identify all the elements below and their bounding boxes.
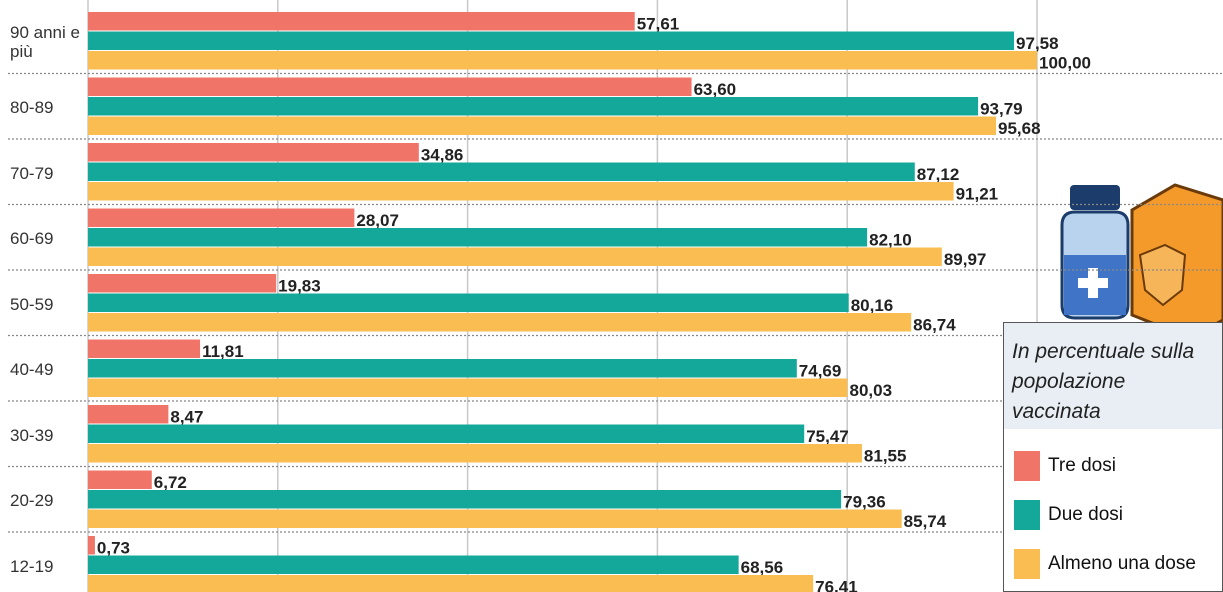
y-tick-label: 80-89 <box>10 98 82 117</box>
value-label: 79,36 <box>843 493 886 512</box>
value-label: 57,61 <box>637 15 680 34</box>
value-label: 80,16 <box>851 296 894 315</box>
bar <box>88 510 902 529</box>
legend-item: Almeno una dose <box>1014 549 1196 579</box>
bar <box>88 117 996 136</box>
bar <box>88 274 276 293</box>
legend: In percentuale sulla popolazione vaccina… <box>1003 322 1223 592</box>
bar <box>88 78 692 97</box>
legend-swatch <box>1014 549 1040 579</box>
bar <box>88 405 168 424</box>
value-label: 6,72 <box>154 473 187 492</box>
bar <box>88 248 942 267</box>
value-label: 74,69 <box>799 362 842 381</box>
value-label: 19,83 <box>278 277 321 296</box>
value-label: 34,86 <box>421 146 464 165</box>
value-label: 80,03 <box>849 381 892 400</box>
bar <box>88 163 915 182</box>
vial-cap <box>1070 185 1120 210</box>
bar <box>88 32 1014 51</box>
value-label: 0,73 <box>97 539 130 558</box>
legend-swatch <box>1014 500 1040 530</box>
value-label: 82,10 <box>869 231 912 250</box>
value-label: 100,00 <box>1039 54 1091 73</box>
y-tick-label: 50-59 <box>10 295 82 314</box>
value-label: 97,58 <box>1016 34 1059 53</box>
y-tick-label: 12-19 <box>10 557 82 576</box>
bar <box>88 379 847 398</box>
bar <box>88 359 797 378</box>
value-label: 91,21 <box>956 185 999 204</box>
illustration <box>1062 185 1223 338</box>
bar <box>88 294 849 313</box>
bar <box>88 340 200 359</box>
legend-swatch <box>1014 451 1040 481</box>
bar <box>88 471 152 490</box>
bar <box>88 490 841 509</box>
legend-item: Due dosi <box>1014 500 1123 530</box>
y-tick-label: 40-49 <box>10 360 82 379</box>
legend-label: Almeno una dose <box>1048 553 1196 575</box>
bar <box>88 556 739 575</box>
bar <box>88 12 635 31</box>
value-label: 89,97 <box>944 250 987 269</box>
value-label: 63,60 <box>694 80 737 99</box>
legend-label: Due dosi <box>1048 504 1123 526</box>
bar <box>88 425 804 444</box>
bar <box>88 51 1037 70</box>
value-label: 81,55 <box>864 447 907 466</box>
value-label: 87,12 <box>917 165 960 184</box>
value-label: 93,79 <box>980 100 1023 119</box>
bar <box>88 182 954 201</box>
y-tick-label: 70-79 <box>10 164 82 183</box>
value-label: 68,56 <box>741 558 784 577</box>
legend-title: In percentuale sulla popolazione vaccina… <box>1004 323 1222 429</box>
y-tick-label: 20-29 <box>10 491 82 510</box>
value-label: 8,47 <box>170 408 203 427</box>
bar <box>88 444 862 463</box>
bar <box>88 209 354 228</box>
bar <box>88 228 867 247</box>
value-label: 95,68 <box>998 119 1041 138</box>
bar <box>88 536 95 555</box>
bar <box>88 575 813 592</box>
value-label: 75,47 <box>806 427 849 446</box>
value-label: 85,74 <box>904 512 947 531</box>
value-label: 11,81 <box>202 342 244 361</box>
legend-label: Tre dosi <box>1048 455 1116 477</box>
value-label: 76,41 <box>815 578 858 592</box>
bar <box>88 313 911 332</box>
bar <box>88 97 978 116</box>
y-tick-label: 90 anni e più <box>10 23 82 61</box>
value-label: 86,74 <box>913 316 956 335</box>
y-tick-label: 30-39 <box>10 426 82 445</box>
page: 57,61 97,58100,00 63,60 93,7995,68 34,86 87,1… <box>0 0 1223 592</box>
y-tick-label: 60-69 <box>10 229 82 248</box>
bar <box>88 143 419 162</box>
value-label: 28,07 <box>356 211 399 230</box>
legend-item: Tre dosi <box>1014 451 1116 481</box>
